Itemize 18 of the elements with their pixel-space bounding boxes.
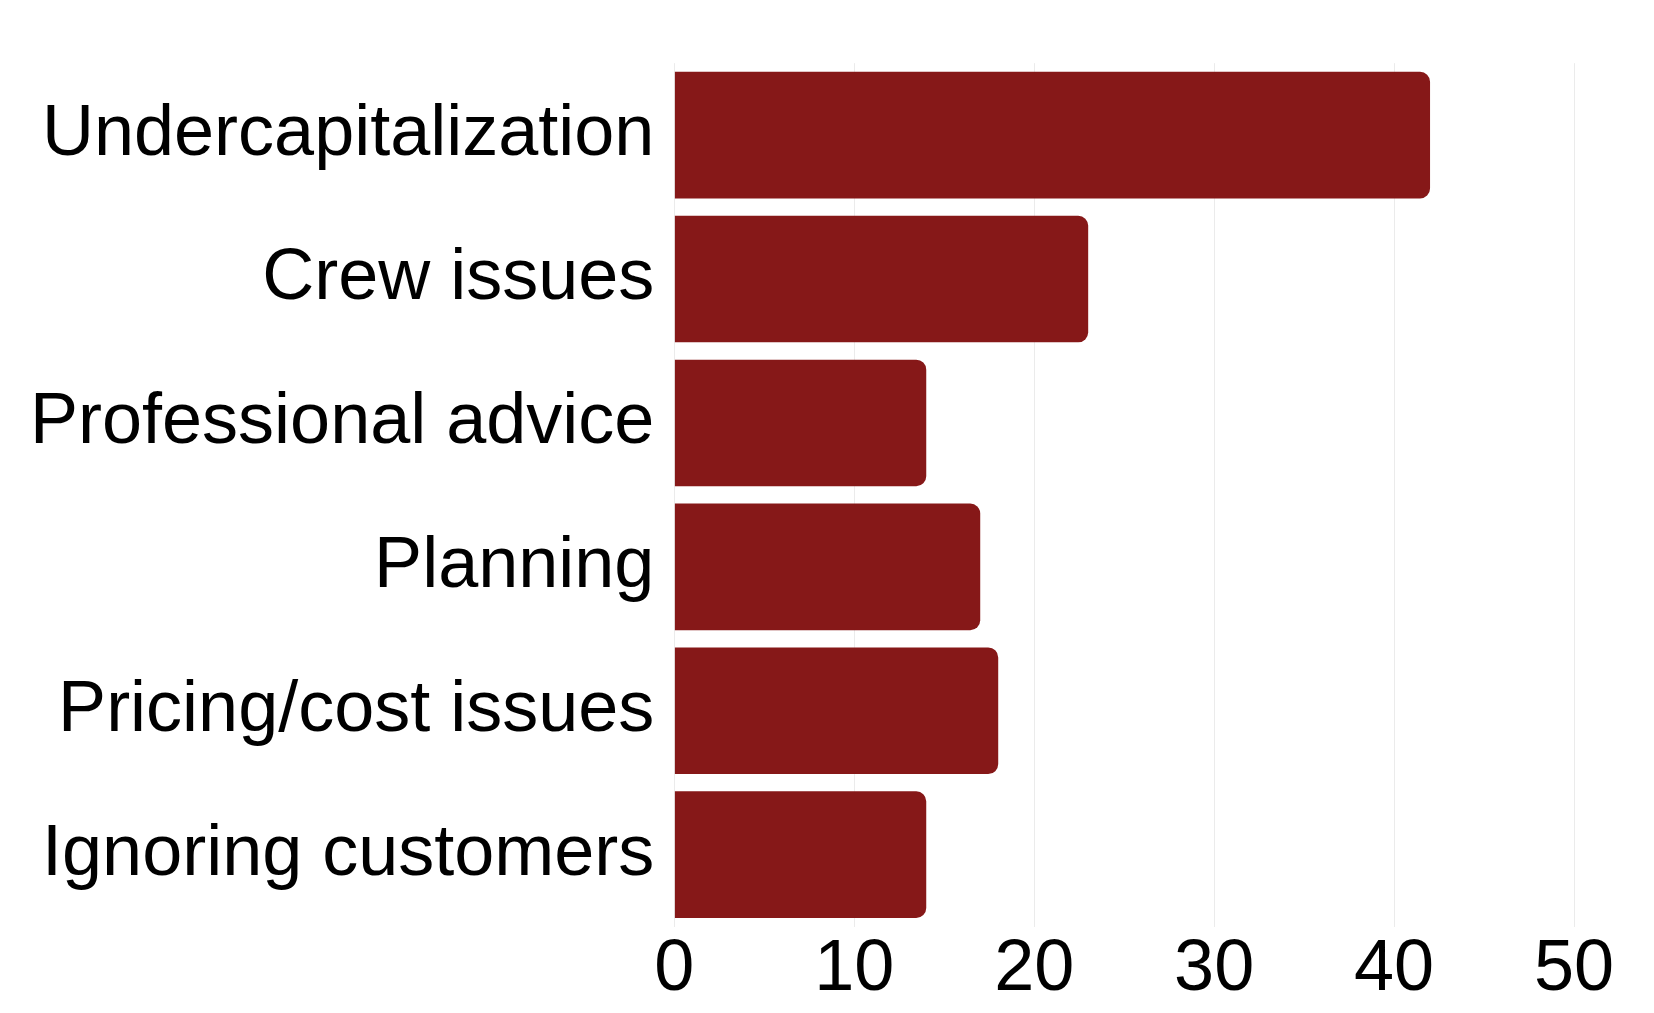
y-tick-label: Undercapitalization bbox=[41, 90, 655, 171]
bar bbox=[674, 215, 1089, 343]
bar bbox=[674, 647, 999, 775]
bar bbox=[674, 71, 1431, 199]
x-tick-label: 0 bbox=[654, 924, 695, 1005]
y-tick-label: Planning bbox=[374, 521, 655, 602]
bar bbox=[674, 791, 927, 918]
y-tick-label: Professional advice bbox=[30, 377, 655, 458]
y-tick-label: Pricing/cost issues bbox=[58, 665, 655, 746]
bar bbox=[674, 359, 927, 487]
x-tick-label: 10 bbox=[814, 924, 895, 1005]
bar bbox=[674, 503, 981, 631]
y-tick-label: Ignoring customers bbox=[42, 809, 655, 890]
x-tick-label: 20 bbox=[994, 924, 1075, 1005]
x-tick-label: 50 bbox=[1533, 924, 1615, 1005]
y-tick-label: Crew issues bbox=[262, 233, 655, 314]
x-tick-label: 40 bbox=[1354, 924, 1435, 1005]
x-tick-label: 30 bbox=[1174, 924, 1255, 1005]
